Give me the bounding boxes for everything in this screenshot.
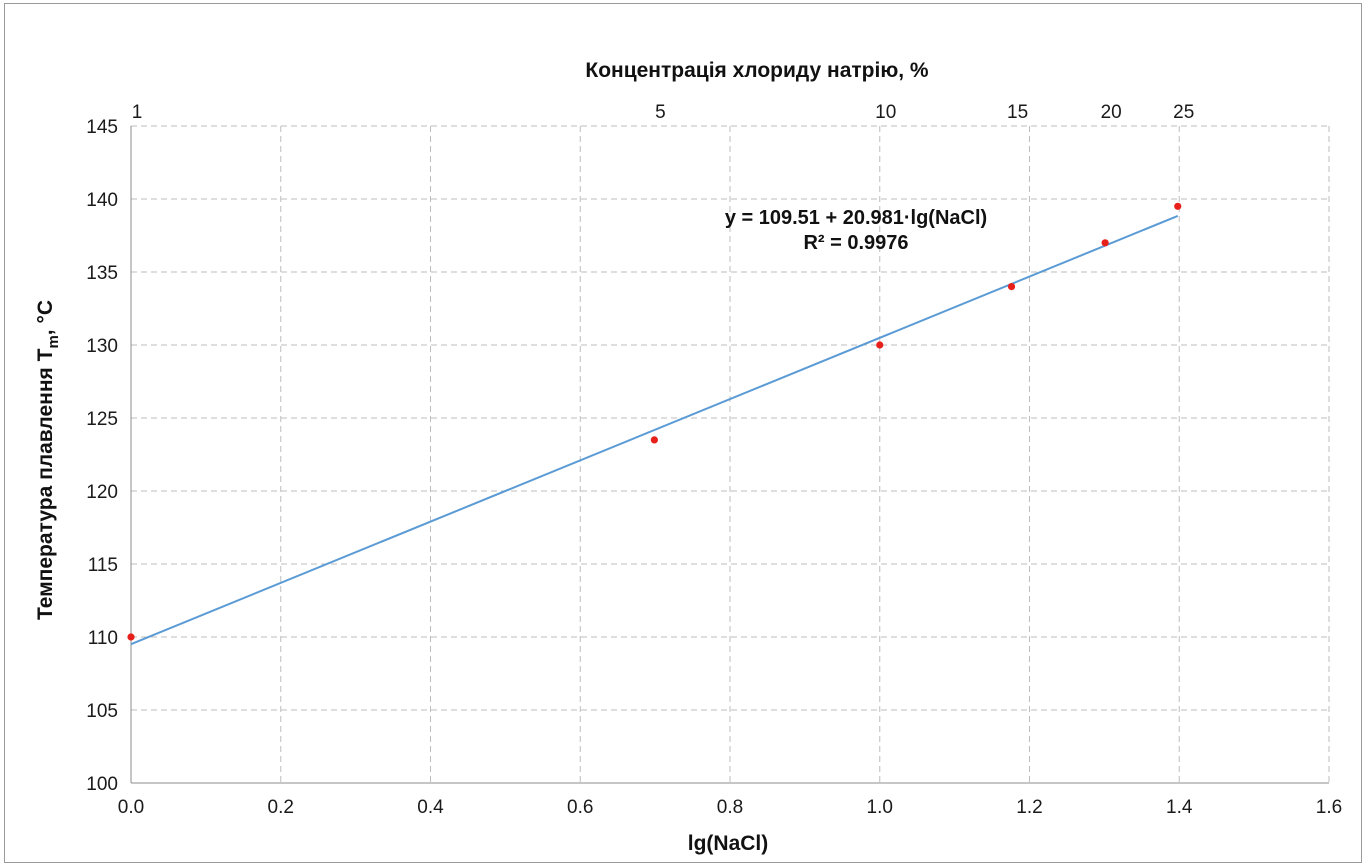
x-axis-title: lg(NaCl) bbox=[688, 832, 769, 855]
data-point bbox=[650, 436, 658, 444]
x-tick-label: 1.4 bbox=[1166, 797, 1193, 818]
y-tick-label: 145 bbox=[86, 117, 118, 138]
data-point bbox=[1007, 283, 1016, 291]
axes bbox=[130, 126, 1329, 784]
trendline bbox=[130, 214, 1179, 646]
top-axis-tick-label: 25 bbox=[1173, 102, 1194, 123]
top-axis-tick-label: 5 bbox=[655, 102, 666, 123]
top-axis-tick-label: 20 bbox=[1101, 102, 1122, 123]
y-tick-label: 100 bbox=[86, 774, 118, 795]
trendline-equation: y = 109.51 + 20.981·lg(NaCl) bbox=[725, 207, 987, 229]
x-tick-label: 0.2 bbox=[268, 797, 294, 818]
y-axis-title-subscript: m bbox=[45, 335, 62, 348]
data-point bbox=[1174, 202, 1182, 210]
y-axis-title-main: Температура плавлення T bbox=[34, 348, 57, 620]
top-axis-tick-label: 1 bbox=[132, 102, 143, 123]
chart-frame bbox=[4, 3, 1362, 863]
y-axis-title-unit: , °C bbox=[34, 300, 57, 335]
data-point bbox=[876, 341, 884, 349]
x-tick-label: 1.6 bbox=[1316, 797, 1342, 818]
x-tick-label: 0.0 bbox=[118, 797, 144, 818]
y-tick-label: 105 bbox=[86, 701, 118, 722]
data-point bbox=[1101, 239, 1109, 247]
x-tick-label: 1.2 bbox=[1016, 797, 1042, 818]
y-axis-title: Температура плавлення Tm, °C bbox=[34, 300, 62, 620]
y-tick-label: 125 bbox=[86, 409, 118, 430]
y-tick-label: 110 bbox=[88, 628, 118, 649]
top-axis-tick-label: 15 bbox=[1007, 102, 1028, 123]
trendline-r2: R² = 0.9976 bbox=[803, 232, 908, 254]
x-tick-label: 0.4 bbox=[417, 797, 444, 818]
top-axis-tick-label: 10 bbox=[875, 102, 896, 123]
y-tick-label: 130 bbox=[86, 336, 118, 357]
y-tick-label: 120 bbox=[86, 482, 118, 503]
data-point bbox=[127, 633, 135, 641]
y-tick-label: 135 bbox=[86, 263, 118, 284]
y-tick-label: 115 bbox=[88, 555, 118, 576]
y-tick-label: 140 bbox=[86, 190, 118, 211]
trendline-path bbox=[130, 214, 1179, 646]
data-points bbox=[127, 202, 1182, 641]
x-tick-label: 0.8 bbox=[717, 797, 743, 818]
x-tick-label: 0.6 bbox=[567, 797, 593, 818]
top-axis-title: Концентрація хлориду натрію, % bbox=[585, 59, 929, 82]
x-tick-label: 1.0 bbox=[867, 797, 893, 818]
